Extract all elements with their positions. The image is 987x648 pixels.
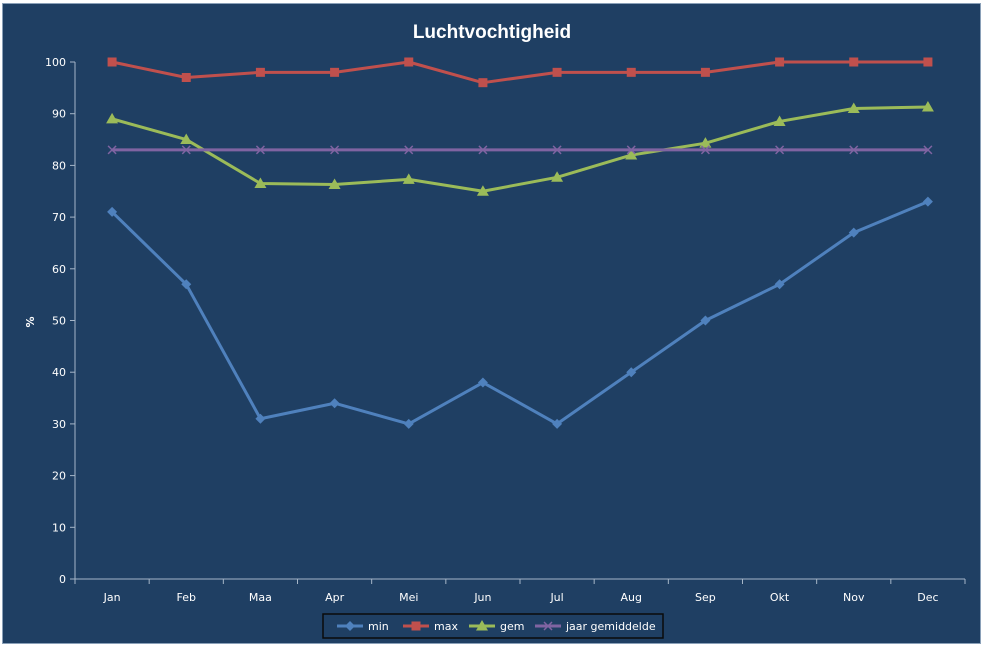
data-point-min [700,315,711,326]
data-point-jaar-gemiddelde [849,145,859,155]
x-tick-label: Mei [399,591,418,604]
data-point-min [329,398,340,409]
y-tick-label: 10 [52,521,66,534]
y-tick-label: 90 [52,108,66,121]
data-point-jaar-gemiddelde [330,145,340,155]
data-point-gem [699,137,712,148]
x-tick-label: Jun [473,591,491,604]
series-line-gem [111,105,928,193]
y-tick-label: 40 [52,366,66,379]
y-axis-label: % [24,316,37,327]
data-point-jaar-gemiddelde [700,145,710,155]
legend-label: max [434,620,458,633]
legend-label: jaar gemiddelde [565,620,656,633]
legend-box [322,613,664,639]
series-max [107,57,933,88]
x-tick-label: Jul [549,591,563,604]
data-point-jaar-gemiddelde [107,145,117,155]
data-point-max [700,67,710,77]
x-tick-label: Sep [695,591,716,604]
legend-item-gem: gem [469,620,524,633]
legend-label: gem [500,620,524,633]
data-point-gem [402,173,415,184]
data-point-max [849,57,859,67]
y-tick-label: 50 [52,315,66,328]
data-point-max [404,57,414,67]
y-tick-label: 60 [52,263,66,276]
axes: 0 10 20 30 40 50 60 70 80 90 100 Jan Feb Maa Apr Mei Jun… [45,56,966,604]
data-point-max [552,67,562,77]
data-point-gem [180,133,193,145]
data-point-max [181,73,191,83]
data-point-max [478,78,488,88]
data-point-jaar-gemiddelde [626,145,636,155]
data-point-max [255,67,265,77]
data-point-jaar-gemiddelde [552,145,562,155]
y-tick-label: 30 [52,418,66,431]
x-tick-label: Aug [621,591,642,604]
legend: min max gem jaar gemiddelde [322,613,664,639]
data-point-min [922,196,933,207]
x-tick-label: Nov [843,591,865,604]
x-tick-label: Feb [177,591,196,604]
data-point-max [107,57,117,67]
data-point-gem [254,177,267,188]
data-point-min [552,418,563,429]
x-tick-label: Okt [770,591,790,604]
data-point-min [848,227,859,238]
series-layer [106,57,934,429]
data-point-gem [921,100,934,112]
series-jaar-gemiddelde [107,145,933,155]
data-point-max [775,57,785,67]
data-point-max [626,67,636,77]
data-point-gem [773,115,786,126]
data-point-gem [551,171,564,182]
x-tick-label: Dec [917,591,938,604]
data-point-jaar-gemiddelde [478,145,488,155]
y-tick-label: 70 [52,211,66,224]
series-gem [106,100,934,196]
x-tick-label: Maa [249,591,272,604]
chart-title: Luchtvochtigheid [413,22,571,43]
data-point-jaar-gemiddelde [923,145,933,155]
data-point-gem [328,178,341,190]
chart-area: Luchtvochtigheid % 0 10 20 30 40 50 60 70 80 90 10… [2,3,981,644]
data-point-jaar-gemiddelde [181,145,191,155]
legend-label: min [368,620,389,633]
data-point-gem [847,102,860,114]
series-min [107,196,933,429]
legend-marker [476,620,488,631]
line-chart: Luchtvochtigheid % 0 10 20 30 40 50 60 70 80 90 10… [24,22,966,639]
data-point-min [403,418,414,429]
data-point-gem [476,185,489,196]
data-point-max [330,67,340,77]
legend-marker [345,621,355,631]
legend-item-max: max [403,620,458,633]
legend-item-jaar-gemiddelde: jaar gemiddelde [535,620,656,633]
y-tick-label: 0 [59,573,66,586]
data-point-gem [625,149,638,160]
x-tick-label: Apr [325,591,345,604]
data-point-gem [106,112,119,124]
data-point-min [626,367,637,378]
series-line-min [111,200,929,426]
legend-marker [543,621,553,631]
data-point-jaar-gemiddelde [775,145,785,155]
y-tick-label: 80 [52,159,66,172]
x-tick-label: Jan [103,591,121,604]
data-point-min [774,279,785,290]
data-point-min [107,206,118,217]
legend-item-min: min [337,620,389,633]
data-point-jaar-gemiddelde [404,145,414,155]
y-tick-label: 20 [52,470,66,483]
data-point-jaar-gemiddelde [255,145,265,155]
series-line-max [111,60,928,85]
data-point-min [181,279,192,290]
y-tick-label: 100 [45,56,66,69]
data-point-max [923,57,933,67]
data-point-min [477,377,488,388]
legend-marker [411,621,421,631]
